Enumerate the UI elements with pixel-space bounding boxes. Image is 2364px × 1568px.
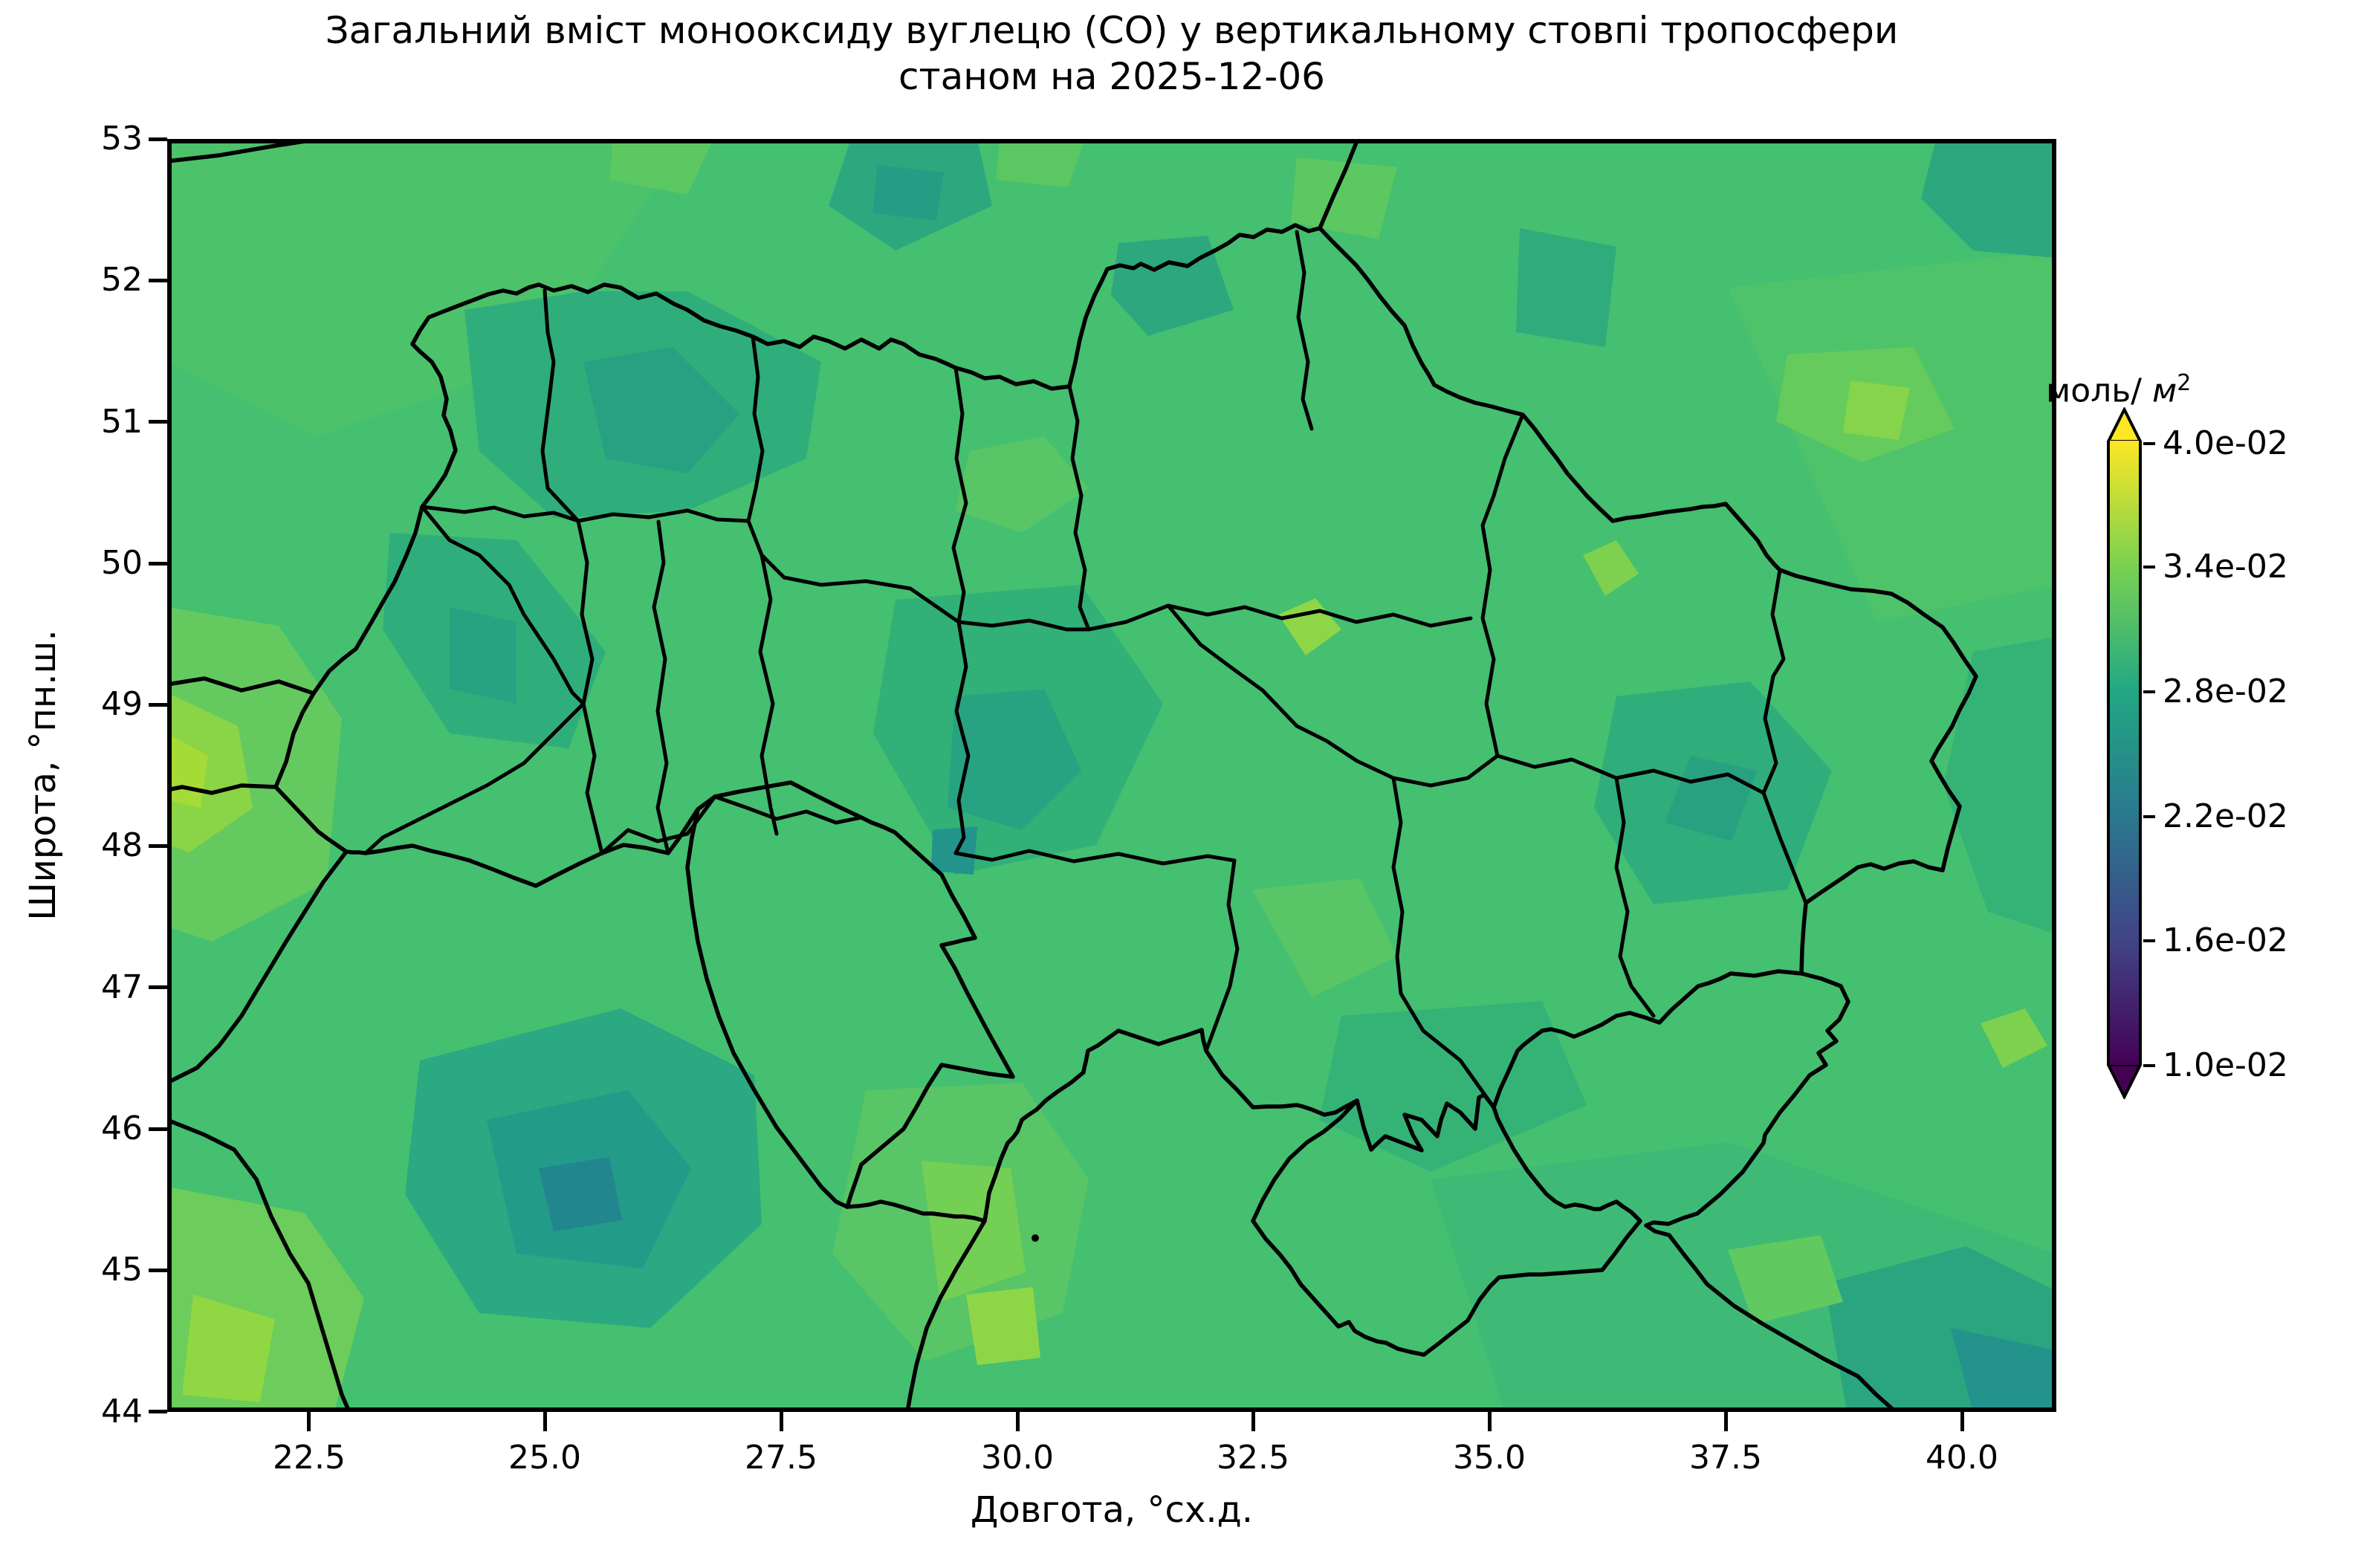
y-tick-mark	[149, 137, 167, 141]
y-tick-mark	[149, 420, 167, 424]
x-tick-mark	[543, 1412, 547, 1431]
x-tick-label: 30.0	[981, 1439, 1054, 1477]
axes-spine	[167, 139, 2056, 1412]
plot-title: Загальний вміст монооксиду вуглецю (CO) …	[146, 7, 2078, 100]
colorbar-tick-label: 2.2e-02	[2163, 797, 2288, 835]
hungary-romania-border	[167, 849, 349, 1085]
contour-field	[167, 139, 2056, 1412]
x-tick-mark	[1016, 1412, 1020, 1431]
plot-title-line2: станом на 2025-12-06	[898, 55, 1325, 98]
map-canvas	[167, 139, 2056, 1412]
x-tick-mark	[307, 1412, 311, 1431]
y-tick-label: 50	[101, 544, 143, 582]
colorbar-tick-mark	[2143, 815, 2155, 818]
neighbor-country-borders	[167, 139, 1898, 1412]
y-tick-mark	[149, 985, 167, 989]
y-tick-mark	[149, 703, 167, 707]
colorbar-unit-label: моль/ м2	[2046, 370, 2191, 410]
colorbar-tick-label: 4.0e-02	[2163, 424, 2288, 462]
x-tick-mark	[1488, 1412, 1492, 1431]
y-tick-label: 45	[101, 1251, 143, 1289]
belarus-russia-border	[1318, 139, 1360, 230]
x-tick-label: 25.0	[508, 1439, 581, 1477]
y-tick-label: 49	[101, 685, 143, 723]
map-plot-area	[167, 139, 2056, 1412]
x-tick-mark	[1724, 1412, 1728, 1431]
y-tick-label: 51	[101, 403, 143, 441]
x-tick-label: 22.5	[273, 1439, 346, 1477]
colorbar-tick-label: 1.6e-02	[2163, 921, 2288, 959]
snake-island-point	[1032, 1234, 1039, 1242]
crimea-outline	[1251, 1098, 1642, 1357]
colorbar-tick-mark	[2143, 690, 2155, 693]
poland-slovakia-border	[167, 676, 316, 696]
borders-layer	[167, 139, 1978, 1412]
x-tick-label: 32.5	[1217, 1439, 1289, 1477]
x-tick-label: 27.5	[745, 1439, 817, 1477]
x-tick-mark	[1960, 1412, 1964, 1431]
colorbar-bottom-arrow	[2107, 1065, 2142, 1099]
x-axis-label: Довгота, °сх.д.	[970, 1489, 1254, 1531]
oblast-boundaries	[363, 230, 1808, 1109]
colorbar-gradient	[2107, 441, 2142, 1066]
y-tick-label: 48	[101, 826, 143, 864]
colorbar-unit-prefix: моль/	[2046, 372, 2152, 410]
y-tick-mark	[149, 279, 167, 282]
y-tick-mark	[149, 1269, 167, 1272]
y-tick-mark	[149, 562, 167, 566]
colorbar-tick-label: 2.8e-02	[2163, 673, 2288, 710]
moldova-romania-border	[685, 807, 849, 1209]
y-tick-label: 44	[101, 1393, 143, 1431]
colorbar-tick-mark	[2143, 566, 2155, 568]
colorbar-tick-mark	[2143, 442, 2155, 445]
colorbar-top-arrow	[2107, 407, 2142, 441]
x-tick-mark	[780, 1412, 783, 1431]
y-tick-label: 46	[101, 1109, 143, 1147]
y-tick-label: 52	[101, 261, 143, 299]
colorbar-tick-label: 1.0e-02	[2163, 1046, 2288, 1084]
x-tick-label: 37.5	[1689, 1439, 1762, 1477]
y-tick-mark	[149, 1127, 167, 1131]
romania-coastline	[905, 1219, 987, 1412]
x-tick-mark	[1251, 1412, 1255, 1431]
plot-title-line1: Загальний вміст монооксиду вуглецю (CO) …	[325, 9, 1899, 52]
russia-azov-caucasus-coastline	[1644, 971, 1898, 1412]
x-tick-label: 40.0	[1926, 1439, 1998, 1477]
y-axis-label: Широта, °пн.ш.	[22, 629, 64, 921]
y-tick-label: 53	[101, 120, 143, 158]
colorbar-unit-exponent: 2	[2177, 370, 2192, 396]
y-tick-label: 47	[101, 968, 143, 1006]
colorbar-tick-mark	[2143, 1064, 2155, 1067]
colorbar-tick-label: 3.4e-02	[2163, 548, 2288, 586]
colorbar-unit-base: м	[2151, 372, 2177, 410]
y-tick-mark	[149, 1410, 167, 1413]
y-tick-mark	[149, 844, 167, 848]
x-tick-label: 35.0	[1453, 1439, 1526, 1477]
slovakia-hungary-border	[167, 783, 278, 795]
romania-serbia-border	[167, 1118, 352, 1412]
colorbar-tick-mark	[2143, 939, 2155, 942]
